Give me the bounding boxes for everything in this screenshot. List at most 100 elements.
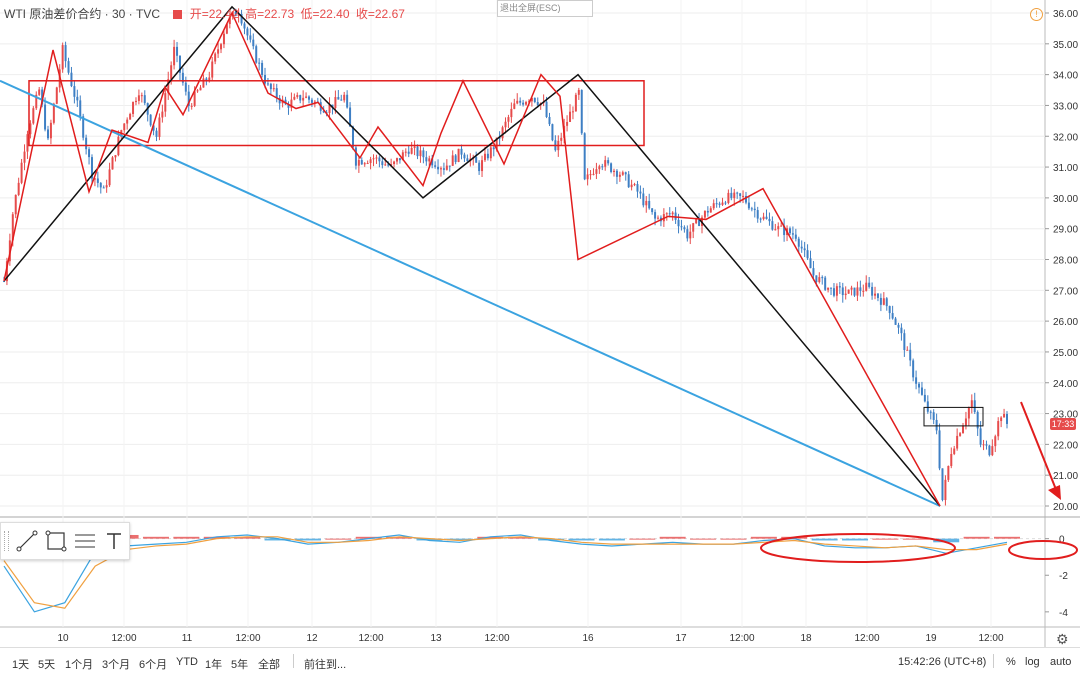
macd-histogram-bar (355, 536, 382, 539)
log-toggle[interactable]: log (1025, 656, 1040, 668)
candle (337, 97, 340, 100)
candle (962, 425, 965, 434)
candle (483, 153, 486, 161)
macd-line (3, 534, 1008, 613)
x-tick-label: 10 (57, 633, 69, 644)
macd-histogram-bar (994, 536, 1020, 539)
flag-icon[interactable] (173, 10, 183, 19)
line-tool-icon[interactable] (15, 529, 39, 553)
candle (381, 161, 384, 166)
candle (909, 349, 912, 361)
fib-tool-icon[interactable] (73, 529, 97, 553)
candle (985, 444, 988, 446)
range-5d-button[interactable]: 5天 (38, 659, 56, 671)
percent-toggle[interactable]: % (1006, 656, 1016, 668)
drag-handle[interactable] (4, 531, 9, 551)
macd-histogram-bar (659, 536, 686, 539)
candle (750, 208, 753, 210)
candle (214, 53, 217, 62)
candle (874, 293, 877, 296)
candle (832, 288, 835, 296)
candle (129, 113, 132, 120)
candle (220, 44, 223, 50)
range-5y-button[interactable]: 5年 (231, 659, 249, 671)
candle (912, 360, 915, 378)
candle (733, 192, 736, 199)
candle (442, 168, 445, 170)
candle (217, 49, 220, 54)
auto-toggle[interactable]: auto (1050, 656, 1072, 668)
gear-icon[interactable]: ⚙ (1056, 631, 1069, 647)
candle (950, 453, 953, 467)
candle (454, 155, 457, 162)
candle (715, 203, 718, 205)
candle (222, 33, 225, 45)
range-all-button[interactable]: 全部 (258, 659, 280, 671)
candle (439, 168, 442, 170)
range-1d-button[interactable]: 1天 (12, 659, 30, 671)
signal-line (3, 536, 1008, 609)
candle (196, 90, 199, 92)
down-arrow-head (1048, 485, 1061, 500)
goto-button[interactable]: 前往到... (304, 659, 347, 671)
info-icon[interactable]: ! (1030, 8, 1043, 21)
range-1y-button[interactable]: 1年 (205, 659, 223, 671)
candle (228, 16, 231, 25)
exit-fullscreen-button[interactable]: 退出全屏(ESC) (497, 0, 593, 17)
candle (718, 203, 721, 205)
drawing-overlays (0, 5, 1061, 507)
down-arrow-shaft (1020, 401, 1058, 493)
range-1m-button[interactable]: 1个月 (65, 659, 94, 671)
candle (956, 435, 959, 449)
candle (812, 268, 815, 276)
range-6m-button[interactable]: 6个月 (139, 659, 168, 671)
x-tick-label: 13 (430, 633, 442, 644)
candle (712, 203, 715, 209)
candle (372, 158, 375, 160)
candle (788, 228, 791, 234)
candle (742, 195, 745, 197)
candle (199, 87, 202, 91)
candle (818, 277, 821, 283)
range-3m-button[interactable]: 3个月 (102, 659, 131, 671)
candle (161, 111, 164, 118)
range-ytd-button[interactable]: YTD (176, 656, 198, 668)
candle (753, 208, 756, 211)
candle (26, 134, 29, 152)
range-box (28, 80, 645, 147)
candle (783, 225, 786, 236)
red-zigzag (3, 11, 941, 507)
candles (3, 8, 1008, 506)
candle (266, 83, 269, 85)
candle (882, 298, 885, 305)
candle (636, 184, 639, 192)
candle (61, 45, 64, 70)
high-value: 高=22.73 (245, 7, 295, 21)
candle (354, 147, 357, 166)
candle (105, 185, 108, 188)
clock-readout[interactable]: 15:42:26 (UTC+8) (898, 656, 987, 668)
candle (566, 121, 569, 126)
annotation-ellipse (760, 533, 956, 563)
price-axis[interactable]: 20.00 21.00 22.00 23.00 24.00 25.00 26.00 27.00… (1045, 9, 1078, 513)
candle (498, 137, 501, 139)
candle (85, 137, 88, 150)
divider (293, 654, 294, 668)
candle (99, 182, 102, 188)
candle (522, 102, 525, 105)
macd-histogram-bar (325, 538, 352, 540)
symbol-title[interactable]: WTI 原油差价合约 · 30 · TVC (4, 7, 161, 21)
time-axis[interactable]: 10 12:00 11 12:00 12 12:00 13 12:00 16 17 12:00 18 1… (57, 633, 1004, 644)
y-tick-label: 22.00 (1053, 440, 1078, 451)
candle (390, 164, 393, 166)
candle (885, 298, 888, 307)
candle (255, 46, 258, 63)
candle (935, 419, 938, 431)
rectangle-tool-icon[interactable] (44, 529, 68, 553)
candle (369, 159, 372, 164)
text-tool-icon[interactable] (102, 529, 126, 553)
y-tick-label: 28.00 (1053, 256, 1078, 267)
candle (343, 94, 346, 101)
candle (997, 421, 1000, 437)
